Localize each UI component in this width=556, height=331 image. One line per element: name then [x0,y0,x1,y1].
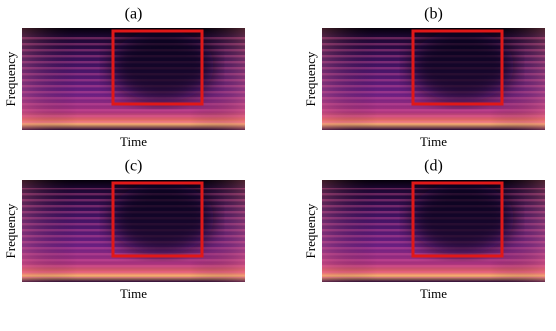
y-axis-label: Frequency [3,203,18,258]
masked-region [410,30,514,102]
panel-label: (c) [125,158,143,175]
panel: (a) Time Frequency [3,6,245,149]
panel: (b) Time Frequency [303,6,545,149]
panel: (c) Time Frequency [3,158,245,301]
x-axis-label: Time [120,286,147,301]
panel-label: (d) [424,158,443,175]
x-axis-label: Time [120,134,147,149]
masked-region [410,182,514,254]
y-axis-label: Frequency [303,203,318,258]
highlight-box [111,181,204,258]
panel: (d) Time Frequency [303,158,545,301]
highlight-box [411,29,504,106]
y-axis-label: Frequency [3,51,18,106]
highlight-box [111,29,204,106]
y-axis-label: Frequency [303,51,318,106]
masked-region [110,182,214,254]
panel-label: (b) [424,6,443,23]
highlight-box [411,181,504,258]
panel-label: (a) [125,6,143,23]
x-axis-label: Time [420,286,447,301]
x-axis-label: Time [420,134,447,149]
masked-region [110,30,214,102]
